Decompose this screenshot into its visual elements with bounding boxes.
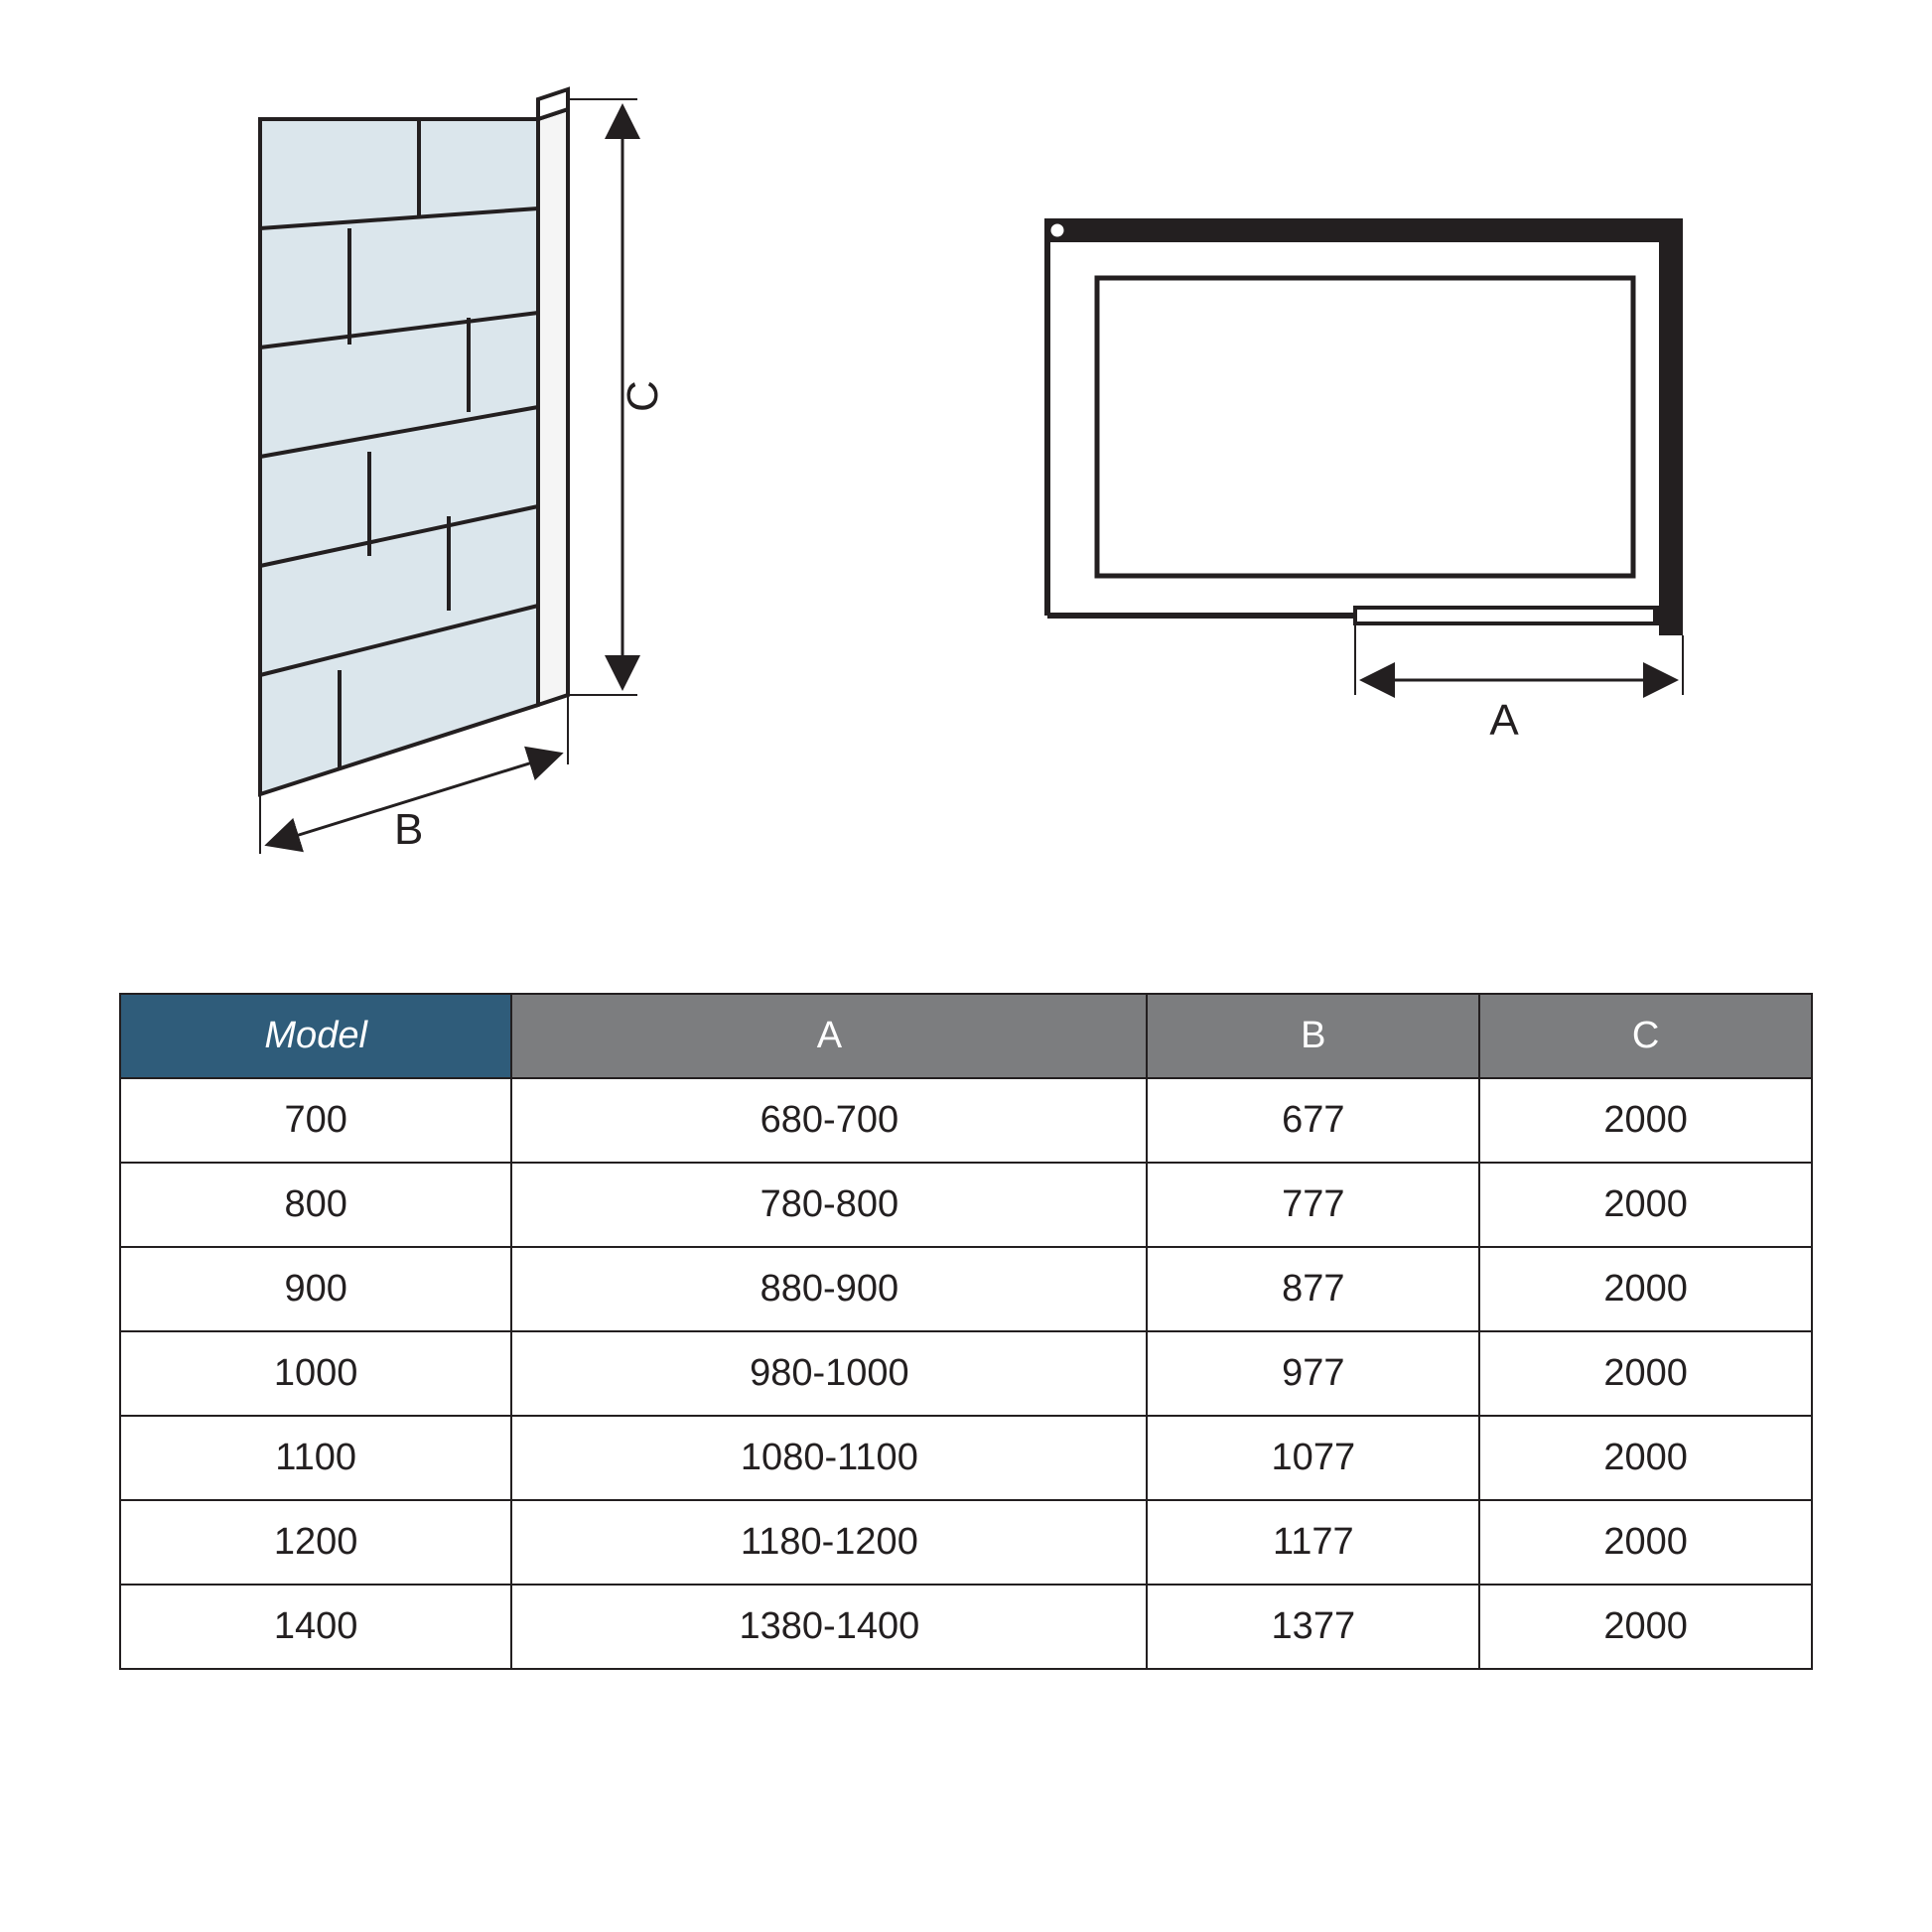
table-cell: 2000 <box>1479 1416 1812 1500</box>
table-cell: 1080-1100 <box>511 1416 1147 1500</box>
table-cell: 900 <box>120 1247 511 1331</box>
table-cell: 1400 <box>120 1585 511 1669</box>
table-cell: 680-700 <box>511 1078 1147 1163</box>
table-cell: 1200 <box>120 1500 511 1585</box>
glass-panel <box>260 89 568 794</box>
table-cell: 1380-1400 <box>511 1585 1147 1669</box>
table-row: 800780-8007772000 <box>120 1163 1812 1247</box>
table-cell: 977 <box>1147 1331 1479 1416</box>
table-cell: 1100 <box>120 1416 511 1500</box>
table-row: 700680-7006772000 <box>120 1078 1812 1163</box>
tray-outline <box>1047 218 1683 635</box>
table-cell: 1180-1200 <box>511 1500 1147 1585</box>
table-row: 11001080-110010772000 <box>120 1416 1812 1500</box>
dimension-c: C <box>568 99 667 695</box>
label-c: C <box>619 380 667 412</box>
table-row: 12001180-120011772000 <box>120 1500 1812 1585</box>
table-cell: 2000 <box>1479 1247 1812 1331</box>
dimensions-table: Model A B C 700680-7006772000800780-8007… <box>119 993 1813 1670</box>
table-cell: 1000 <box>120 1331 511 1416</box>
table-cell: 2000 <box>1479 1331 1812 1416</box>
table-cell: 2000 <box>1479 1163 1812 1247</box>
table-cell: 2000 <box>1479 1500 1812 1585</box>
table-row: 1000980-10009772000 <box>120 1331 1812 1416</box>
tray-diagram: A <box>968 159 1762 774</box>
table-cell: 800 <box>120 1163 511 1247</box>
table-cell: 700 <box>120 1078 511 1163</box>
table-cell: 1177 <box>1147 1500 1479 1585</box>
table-cell: 780-800 <box>511 1163 1147 1247</box>
table-cell: 980-1000 <box>511 1331 1147 1416</box>
table-cell: 777 <box>1147 1163 1479 1247</box>
table-cell: 1077 <box>1147 1416 1479 1500</box>
dimension-a: A <box>1355 623 1683 745</box>
table-cell: 2000 <box>1479 1585 1812 1669</box>
col-b: B <box>1147 994 1479 1078</box>
col-c: C <box>1479 994 1812 1078</box>
col-model: Model <box>120 994 511 1078</box>
table-cell: 2000 <box>1479 1078 1812 1163</box>
table-header-row: Model A B C <box>120 994 1812 1078</box>
table-cell: 677 <box>1147 1078 1479 1163</box>
label-b: B <box>394 805 423 854</box>
label-a: A <box>1489 696 1519 745</box>
table-cell: 880-900 <box>511 1247 1147 1331</box>
diagrams-row: C B <box>79 60 1853 874</box>
table-cell: 877 <box>1147 1247 1479 1331</box>
table-row: 14001380-140013772000 <box>120 1585 1812 1669</box>
table-cell: 1377 <box>1147 1585 1479 1669</box>
col-a: A <box>511 994 1147 1078</box>
panel-diagram: C B <box>171 60 786 874</box>
table-row: 900880-9008772000 <box>120 1247 1812 1331</box>
